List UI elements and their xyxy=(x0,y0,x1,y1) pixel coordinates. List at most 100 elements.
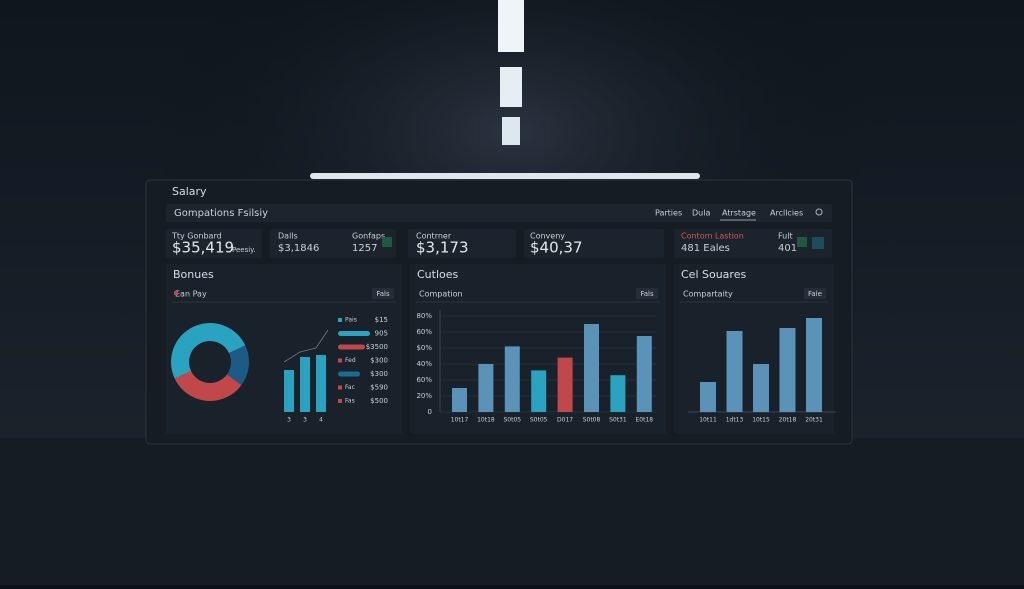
kpi-value: 481 Eales xyxy=(681,243,730,254)
list-label: Fed xyxy=(345,357,356,364)
x-tick-label: S0t05 xyxy=(503,417,521,424)
kpi-value: 1257 xyxy=(352,243,377,254)
kpi-label: Dalls xyxy=(278,232,298,241)
list-label: Fac xyxy=(345,384,355,391)
list-value: 905 xyxy=(375,330,388,338)
floor xyxy=(0,438,1024,585)
bar xyxy=(531,370,547,412)
x-tick-label: E0t18 xyxy=(635,417,653,424)
bar-label: 3 xyxy=(303,417,307,424)
donut-segment xyxy=(171,323,246,379)
donut-segment xyxy=(226,345,249,385)
bar xyxy=(610,375,626,412)
bar xyxy=(504,346,520,412)
bar xyxy=(584,324,599,412)
kpi-label: Conveny xyxy=(530,232,565,241)
y-tick-label: 80% xyxy=(416,312,432,320)
kpi-card xyxy=(674,229,832,258)
panel-subtitle: Compartaity xyxy=(683,290,733,299)
kpi-note: Peesiy. xyxy=(232,246,256,254)
panel-subtitle: Compation xyxy=(419,290,463,299)
light-bar xyxy=(310,173,700,179)
ceiling-light xyxy=(498,0,524,52)
panel-button-label: Fale xyxy=(808,290,822,298)
x-tick-label: 10t18 xyxy=(477,417,495,424)
x-tick-label: 1dt13 xyxy=(726,417,744,424)
kpi-label: Fult xyxy=(778,232,793,241)
panel-subtitle: Ean Pay xyxy=(175,290,207,299)
x-tick-label: 10t11 xyxy=(699,417,717,424)
bar xyxy=(300,357,310,412)
list-label: Fas xyxy=(345,398,355,405)
list-label: Pais xyxy=(345,317,357,324)
kpi-icon xyxy=(382,237,392,247)
list-value: $500 xyxy=(370,397,388,405)
list-value: $590 xyxy=(370,384,388,392)
bar xyxy=(779,328,796,412)
subtitle: Gompations Fsilsiy xyxy=(174,208,268,219)
x-tick-label: S0t05 xyxy=(530,417,548,424)
panel-title: Bonues xyxy=(173,268,214,281)
list-bar xyxy=(338,331,370,336)
list-swatch xyxy=(338,399,342,403)
bar xyxy=(636,336,652,412)
y-tick-label: 60% xyxy=(416,328,432,336)
x-tick-label: 20t18 xyxy=(779,417,797,424)
x-tick-label: 10t15 xyxy=(752,417,770,424)
list-bar xyxy=(338,344,365,350)
panel-button-label: Fals xyxy=(640,290,654,298)
list-value: $3500 xyxy=(366,343,388,351)
y-tick-label: 0 xyxy=(428,408,432,416)
bar xyxy=(452,388,467,412)
bar xyxy=(806,318,822,412)
kpi-value: $3,173 xyxy=(416,239,469,257)
x-tick-label: 20t31 xyxy=(805,417,823,424)
bar-label: 4 xyxy=(319,417,323,424)
nav-item: Dula xyxy=(692,209,710,218)
x-tick-label: S0t31 xyxy=(609,417,627,424)
x-tick-label: D017 xyxy=(557,417,573,424)
list-value: $15 xyxy=(375,316,388,324)
title: Salary xyxy=(172,185,207,198)
kpi-value: $40,37 xyxy=(530,239,583,257)
kpi-icon xyxy=(812,237,824,249)
kpi-card xyxy=(524,229,664,258)
panel-title: Cel Souares xyxy=(681,268,746,281)
kpi-icon xyxy=(797,237,807,247)
ceiling-light xyxy=(502,117,520,145)
y-tick-label: 20% xyxy=(416,392,432,400)
panel xyxy=(410,264,666,434)
search-icon xyxy=(815,208,823,216)
bar xyxy=(478,364,494,412)
panel-button[interactable] xyxy=(636,288,658,299)
legend-swatch xyxy=(174,291,178,295)
kpi-label: Contrner xyxy=(416,232,452,241)
bar xyxy=(557,357,573,412)
kpi-value: 401 xyxy=(778,243,797,254)
kpi-value: $35,419 xyxy=(172,239,234,257)
panel-button[interactable] xyxy=(804,288,826,299)
list-swatch xyxy=(338,385,342,390)
x-tick-label: S0t08 xyxy=(583,417,601,424)
list-value: $300 xyxy=(370,357,388,365)
kpi-label: Gonfaps xyxy=(352,232,385,241)
panel-title: Cutloes xyxy=(417,268,459,281)
panel-button-label: Fals xyxy=(376,290,390,298)
kpi-label: Tty Gonbard xyxy=(171,232,222,241)
panel-button[interactable] xyxy=(372,288,394,299)
nav-item: Parties xyxy=(655,209,682,218)
bar xyxy=(284,370,294,412)
ceiling-light xyxy=(500,67,522,107)
list-value: $300 xyxy=(370,370,388,378)
bar xyxy=(700,382,716,412)
toolbar xyxy=(166,204,832,222)
x-tick-label: 10t17 xyxy=(451,417,469,424)
donut-segment xyxy=(174,370,242,401)
bar xyxy=(753,364,769,412)
nav-item: Atrstage xyxy=(722,209,756,218)
kpi-value: $3,1846 xyxy=(278,243,319,254)
bar xyxy=(726,331,743,412)
y-tick-label: 40% xyxy=(416,360,432,368)
trend-line xyxy=(283,329,329,363)
